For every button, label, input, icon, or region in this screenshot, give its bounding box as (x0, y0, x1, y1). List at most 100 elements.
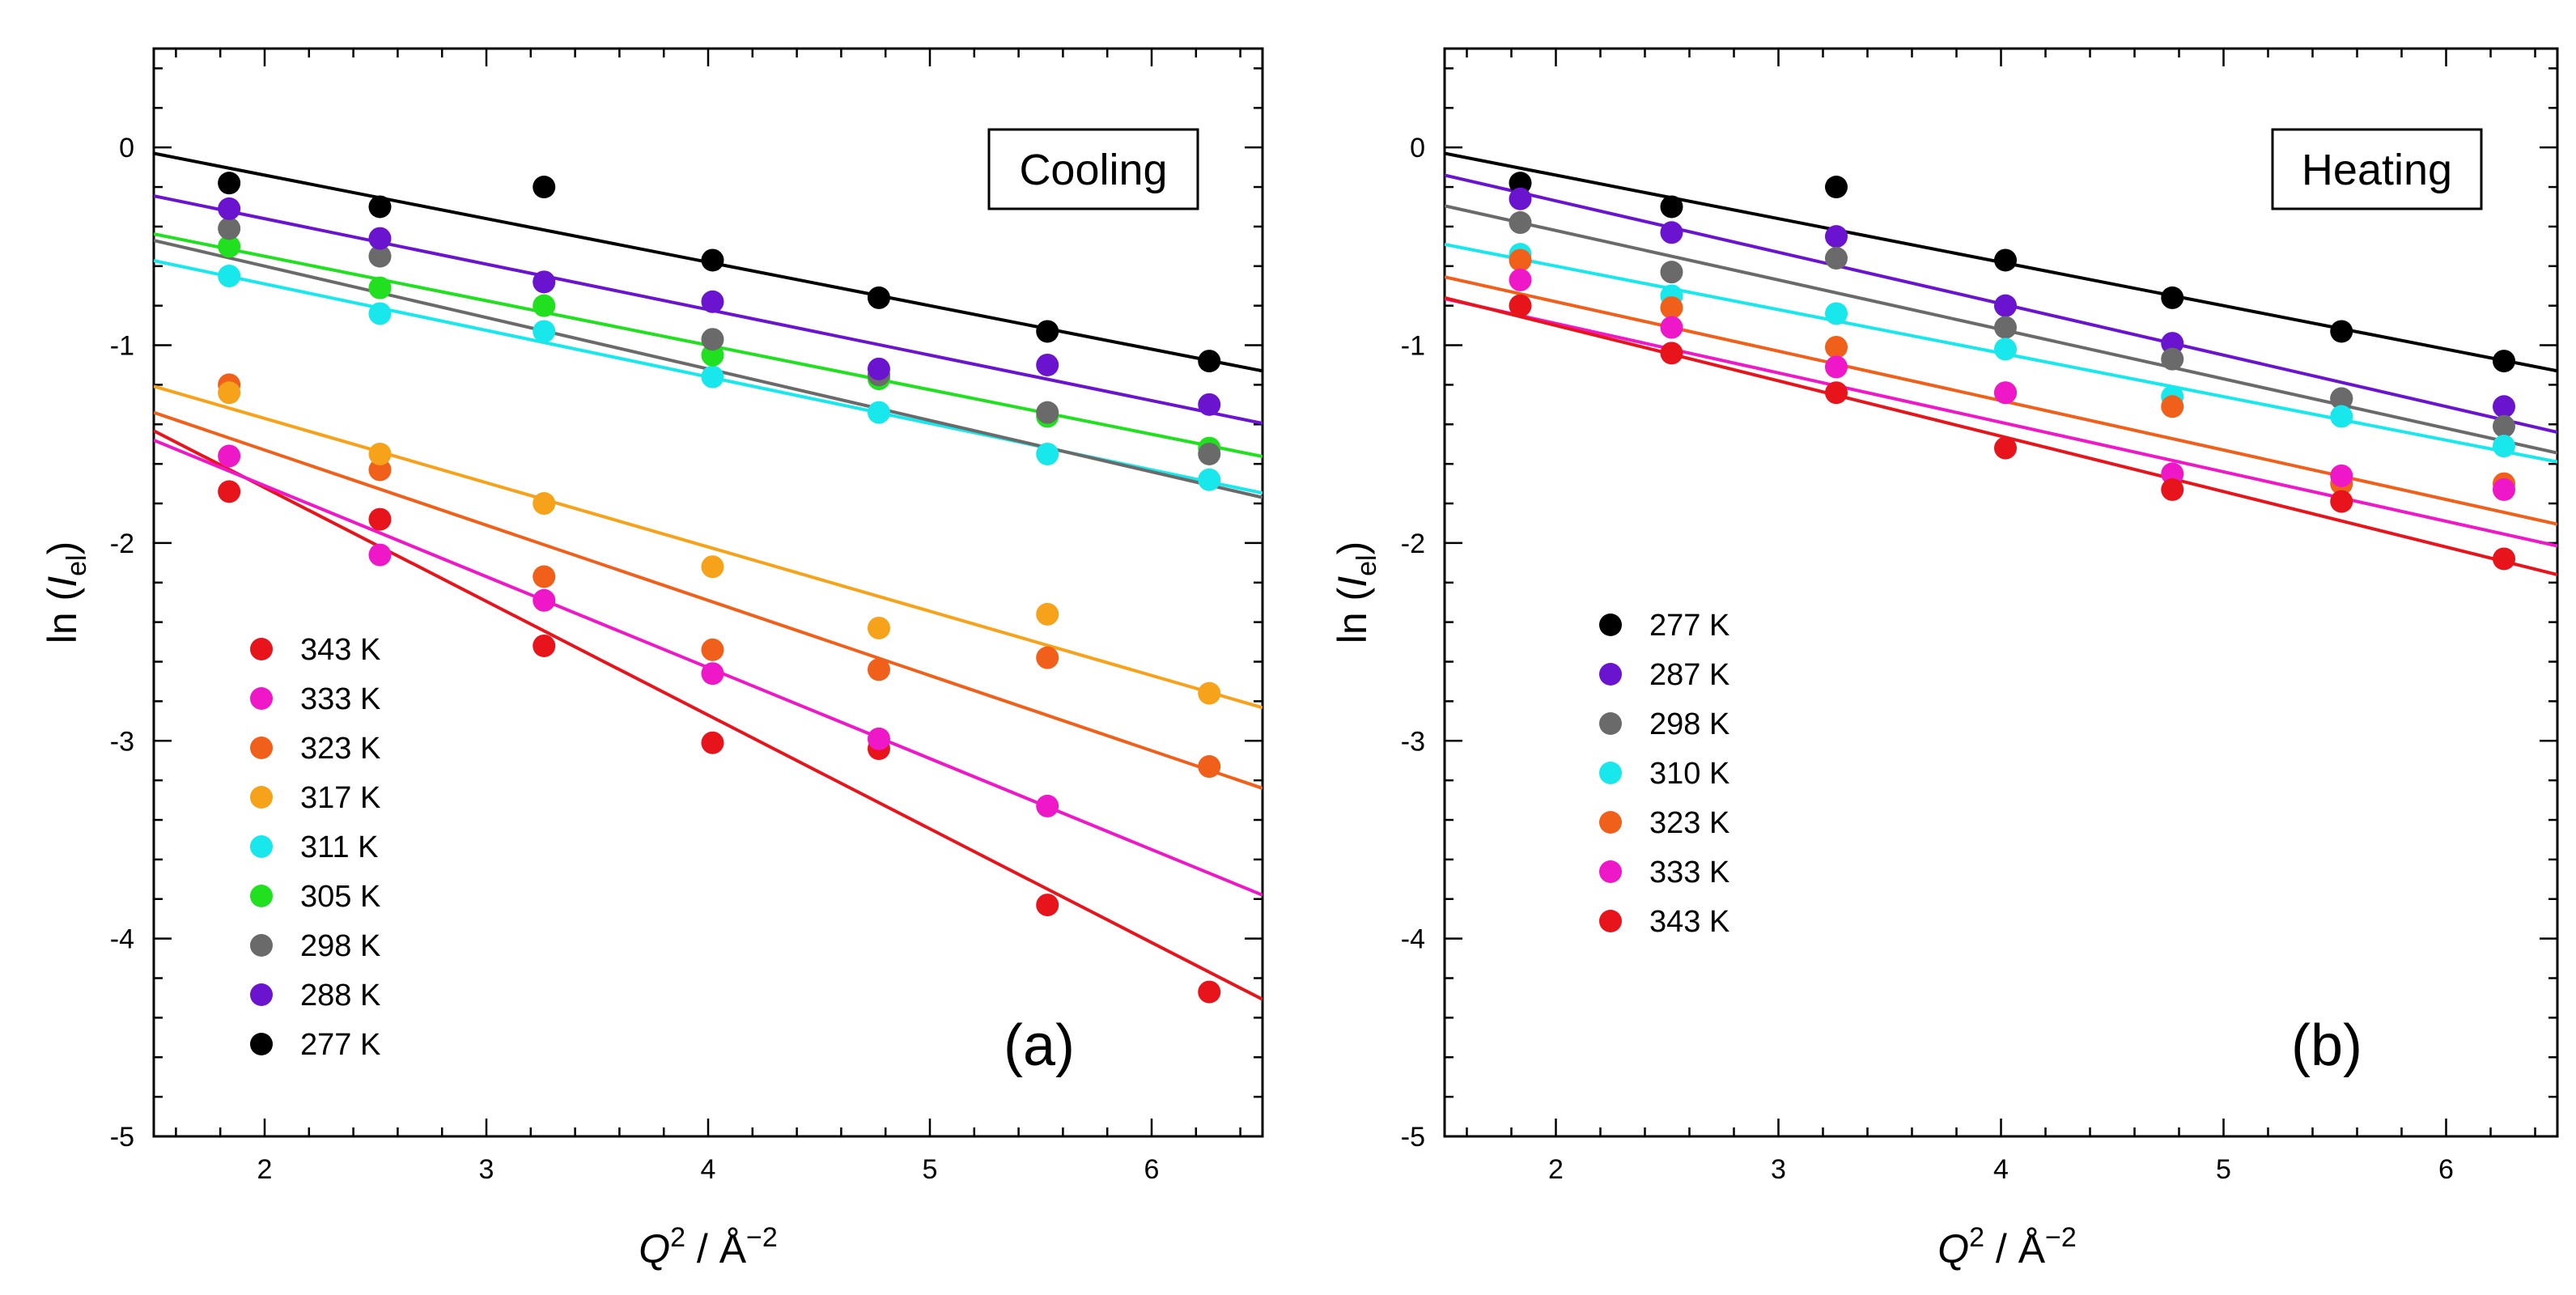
fit-line (1445, 297, 2557, 548)
data-point (701, 662, 724, 686)
data-point (368, 442, 392, 465)
data-point (218, 197, 241, 220)
data-point (1994, 436, 2017, 460)
panel-tag: (b) (2291, 1013, 2362, 1078)
x-tick-label: 6 (2438, 1154, 2454, 1185)
panel-b: 2 3 4 5 6 0 -1 -2 -3 -4 -5 Heating (b) 277 K 287 K 298 … (1330, 47, 2559, 1272)
x-tick-label: 3 (479, 1154, 494, 1185)
data-point (1825, 381, 1848, 405)
data-point (1660, 342, 1683, 365)
series-288-K (218, 197, 1221, 416)
fit-line (154, 410, 1263, 790)
legend-marker (250, 687, 273, 710)
data-point (1994, 381, 2017, 405)
data-point (1198, 681, 1221, 705)
legend-label: 298 K (1649, 707, 1729, 741)
legend-label: 343 K (1649, 905, 1729, 939)
plot-frame (1443, 47, 2559, 1138)
data-point (1198, 468, 1221, 491)
data-point (368, 543, 392, 567)
data-point (2161, 286, 2184, 309)
legend-label: 323 K (300, 732, 380, 766)
data-point (2493, 395, 2515, 418)
data-point (1825, 355, 1848, 379)
data-point (1198, 755, 1221, 779)
data-point (2493, 435, 2515, 458)
data-point (1660, 316, 1683, 339)
data-point (1509, 187, 1532, 210)
data-point (701, 555, 724, 579)
legend-label: 305 K (300, 880, 380, 914)
legend-marker (1599, 614, 1622, 636)
data-point (533, 294, 556, 317)
data-point (1198, 350, 1221, 373)
data-point (368, 244, 392, 268)
data-point (2161, 395, 2184, 418)
data-point (2493, 478, 2515, 501)
y-tick-label: -5 (1401, 1122, 1425, 1153)
data-point (1198, 980, 1221, 1004)
data-point (1036, 401, 1059, 424)
y-tick-label: -5 (110, 1122, 134, 1153)
y-axis-label: ln (Iel) (1330, 541, 1382, 644)
annotation-label: Heating (2302, 146, 2452, 194)
y-axis-label: ln (Iel) (40, 541, 92, 644)
x-tick-label: 5 (2216, 1154, 2231, 1185)
data-point (2161, 332, 2184, 355)
data-point (2330, 405, 2353, 428)
data-point (218, 217, 241, 240)
fit-line (154, 429, 1263, 1001)
series-333-K (218, 444, 1059, 817)
fit-line (1445, 295, 2557, 576)
legend-marker (1599, 811, 1622, 834)
data-point (533, 565, 556, 588)
legend-marker (1599, 712, 1622, 735)
data-point (1825, 302, 1848, 325)
data-point (1994, 248, 2017, 272)
series-311-K (218, 265, 1221, 491)
legend-label: 287 K (1649, 658, 1729, 692)
x-tick-label: 4 (701, 1154, 716, 1185)
legend-marker (250, 885, 273, 907)
data-point (1198, 393, 1221, 416)
data-point (218, 235, 241, 258)
panel-tag: (a) (1004, 1013, 1075, 1078)
data-point (1509, 294, 1532, 317)
legend-marker (1599, 910, 1622, 932)
data-point (2330, 320, 2353, 343)
legend-marker (1599, 663, 1622, 686)
data-point (1036, 646, 1059, 669)
annotation-label: Cooling (1019, 146, 1167, 194)
plot-frame (152, 47, 1264, 1138)
data-point (1036, 442, 1059, 465)
data-point (533, 588, 556, 612)
x-axis-label: Q2 / Å−2 (639, 1222, 778, 1272)
series-277-K (1509, 172, 2515, 373)
series-343-K (1509, 294, 2515, 571)
y-tick-label: -4 (110, 924, 134, 955)
data-point (533, 634, 556, 657)
data-point (1660, 261, 1683, 284)
legend-label: 288 K (300, 979, 380, 1013)
legend-label: 333 K (300, 682, 380, 716)
data-point (701, 731, 724, 754)
annotation-box (2271, 128, 2483, 210)
data-point (701, 290, 724, 313)
data-point (1825, 176, 1848, 199)
data-point (1994, 294, 2017, 317)
legend-label: 277 K (300, 1028, 380, 1062)
data-point (218, 480, 241, 503)
data-point (867, 401, 890, 424)
y-tick-label: -3 (110, 726, 134, 757)
data-point (867, 357, 890, 380)
data-point (533, 270, 556, 294)
data-point (2161, 462, 2184, 486)
data-point (368, 276, 392, 299)
data-point (1825, 247, 1848, 270)
data-point (2493, 547, 2515, 571)
legend: 277 K 287 K 298 K 310 K 323 K 333 K 343 K (1599, 609, 1729, 939)
legend-marker (1599, 860, 1622, 883)
data-point (867, 616, 890, 639)
data-point (1825, 225, 1848, 248)
legend-marker (250, 737, 273, 759)
